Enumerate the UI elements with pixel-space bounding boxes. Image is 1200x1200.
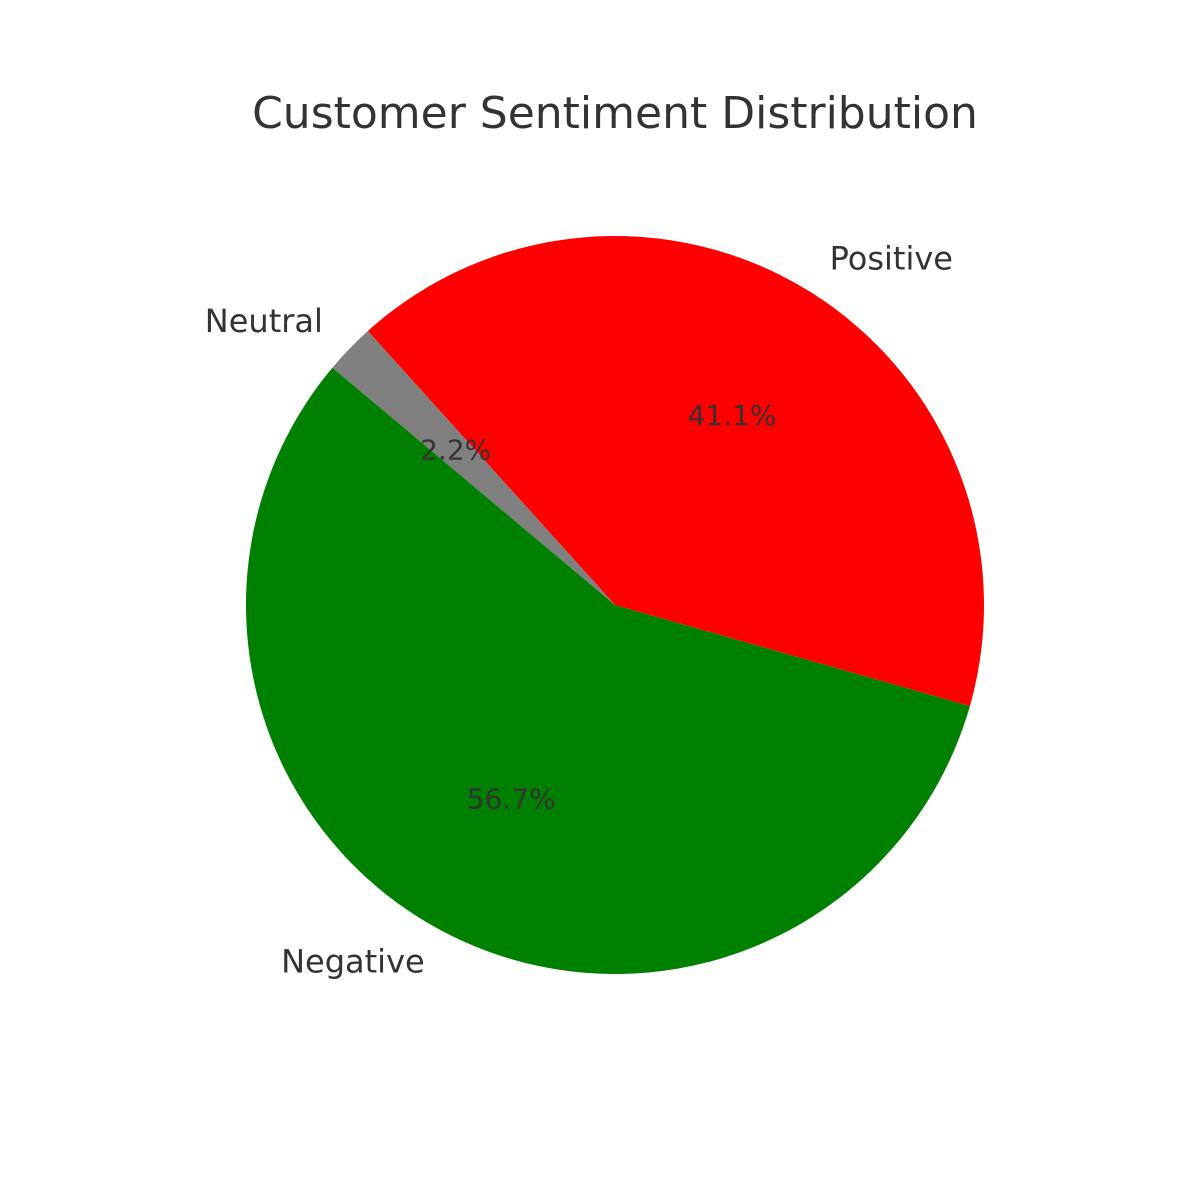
slice-label-negative: Negative xyxy=(281,943,425,981)
pie-slice-positive xyxy=(367,236,984,707)
slice-label-positive: Positive xyxy=(830,239,953,277)
chart-title: Customer Sentiment Distribution xyxy=(252,88,978,139)
pie-slices xyxy=(245,236,984,974)
pie-slice-neutral xyxy=(332,331,615,605)
slice-percent-negative: 56.7% xyxy=(467,783,556,816)
slice-percent-positive: 41.1% xyxy=(688,399,777,432)
slice-label-neutral: Neutral xyxy=(205,302,323,340)
pie-labels: Positive 41.1% Neutral 2.2% Negative 56.7% xyxy=(205,239,953,980)
slice-percent-neutral: 2.2% xyxy=(420,433,491,466)
pie-slice-negative xyxy=(245,367,970,974)
